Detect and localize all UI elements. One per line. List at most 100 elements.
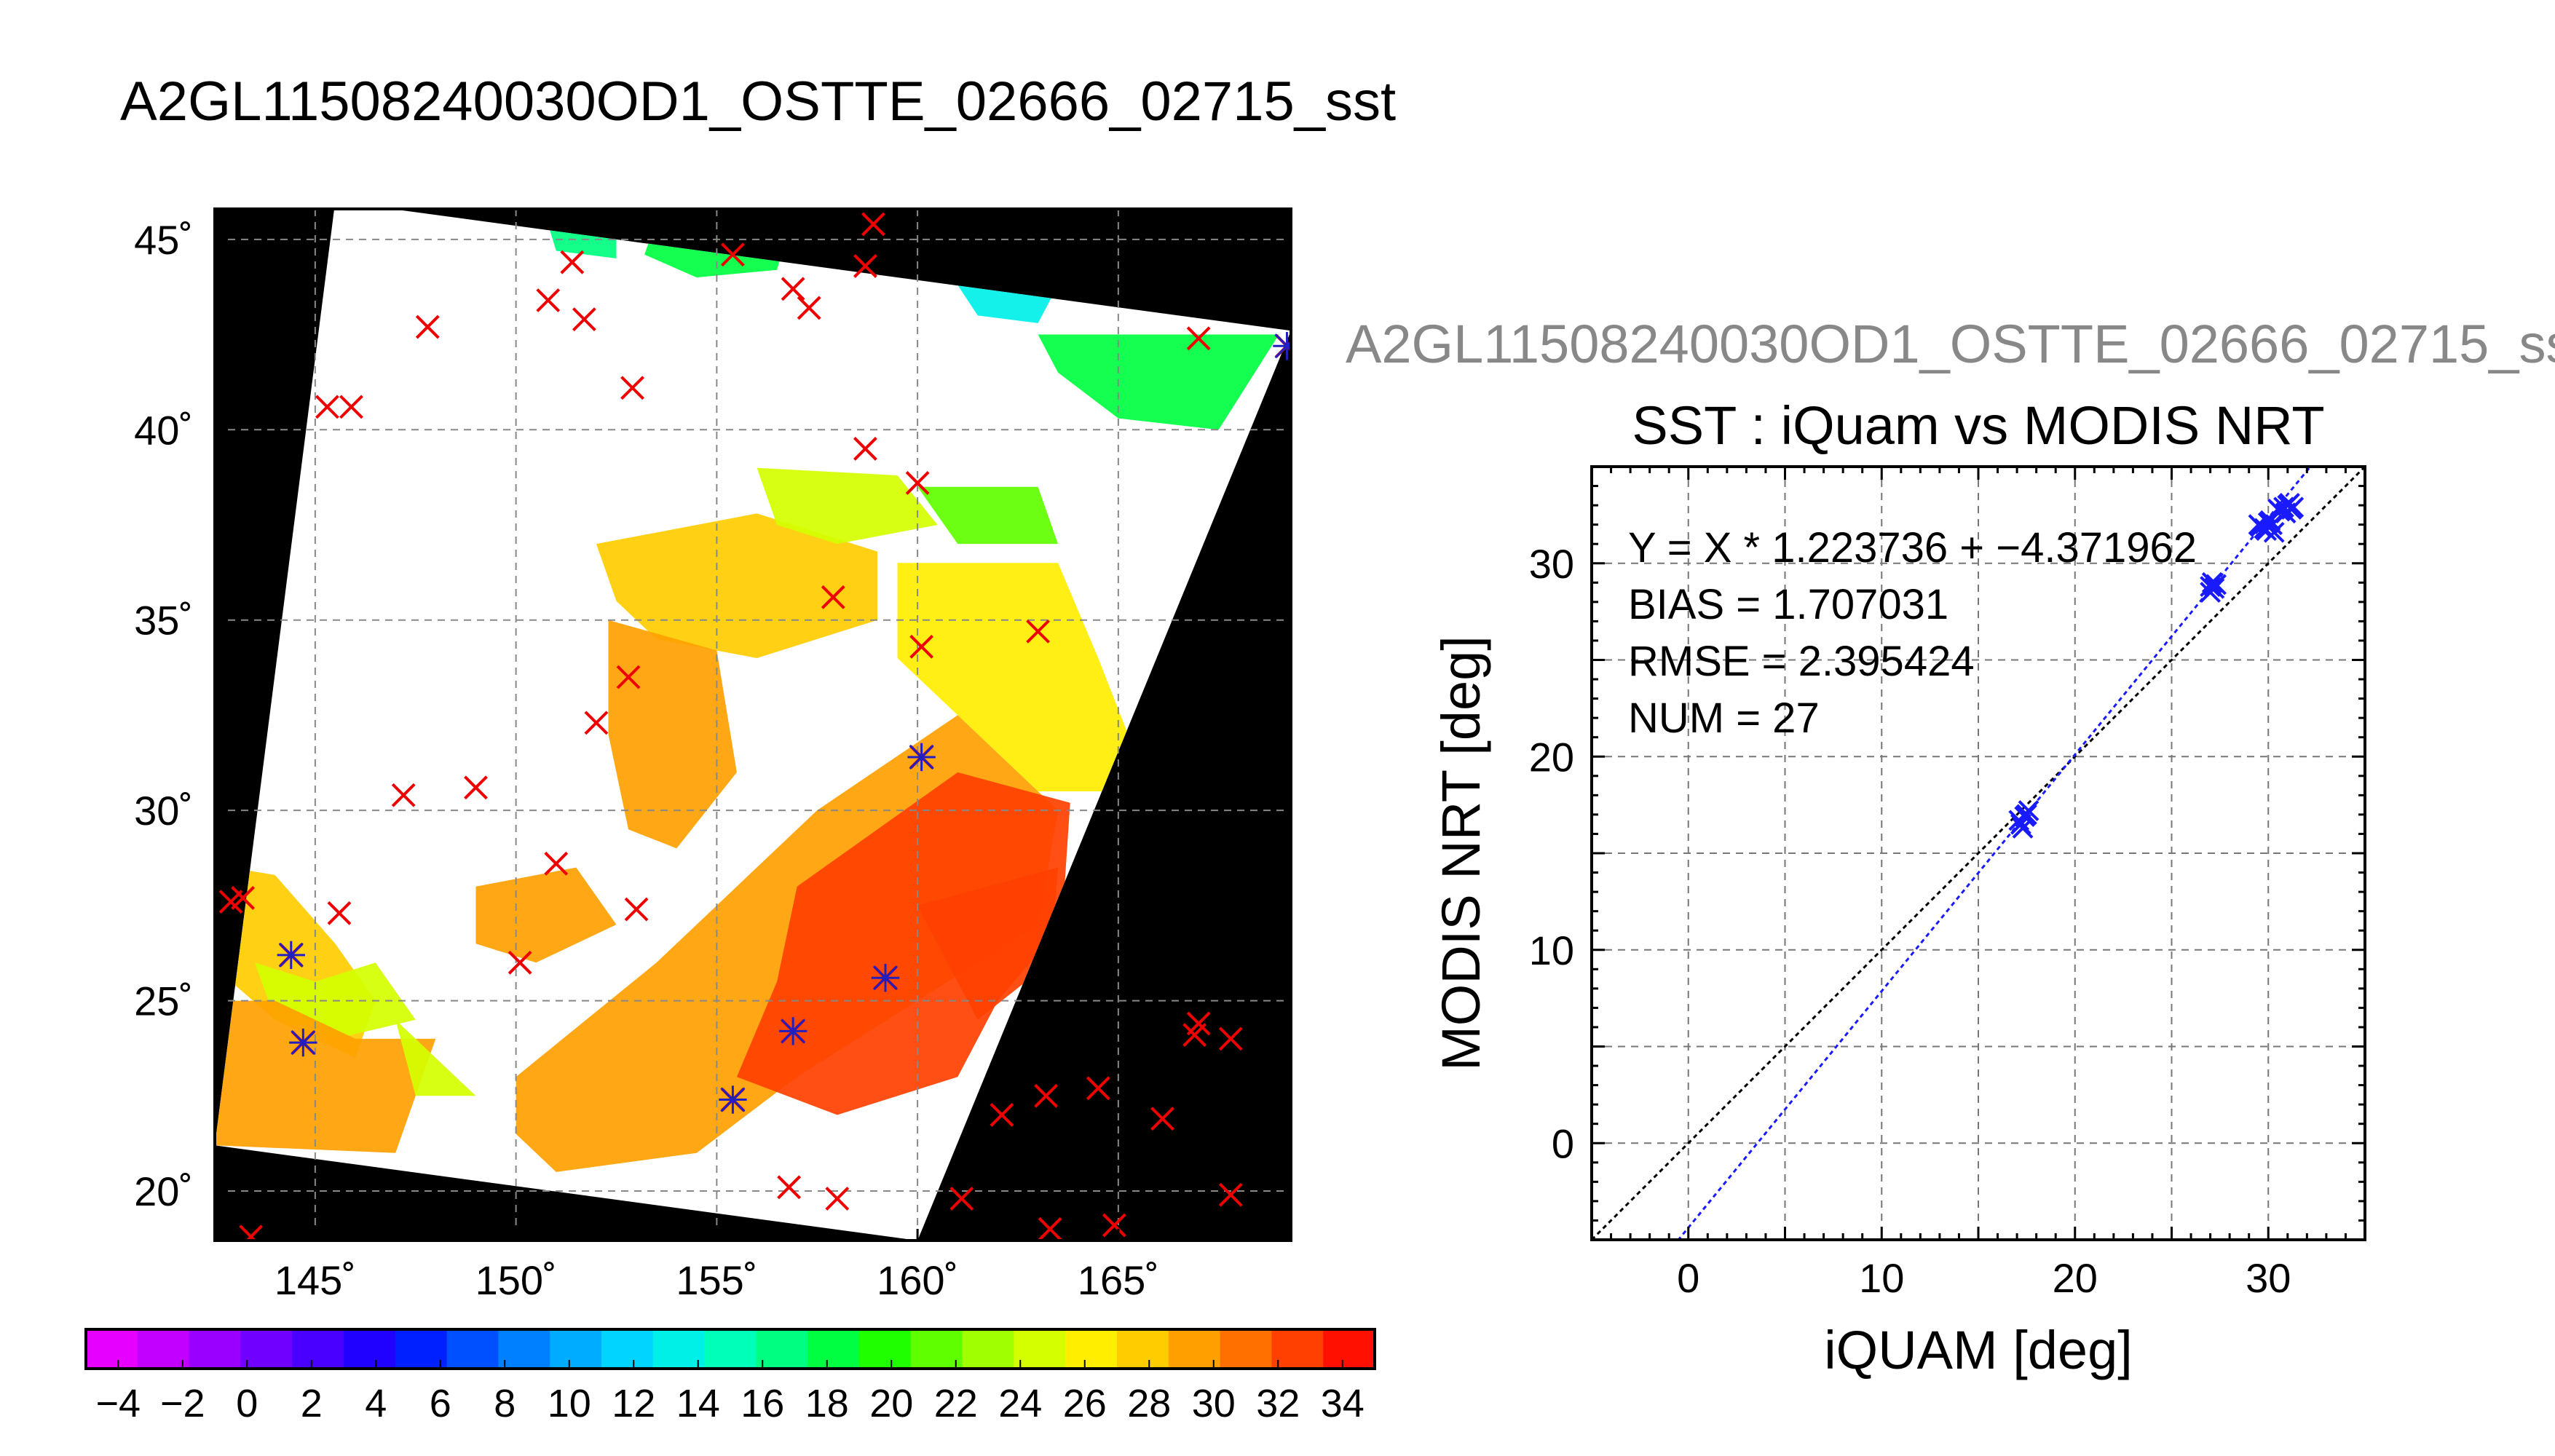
colorbar-segment — [1271, 1329, 1324, 1369]
sst-region — [917, 486, 1059, 545]
colorbar-tick-label: 0 — [236, 1382, 258, 1425]
red-station-marker — [1150, 1107, 1174, 1131]
blue-station-marker — [871, 964, 900, 992]
sst-region — [897, 563, 1150, 791]
scatter-ticks: 0 10 20 30 0 10 20 30 — [1529, 465, 2366, 1301]
colorbar-tick-label: 22 — [934, 1382, 978, 1425]
marker-stroke — [821, 585, 845, 609]
marker-stroke — [327, 901, 352, 925]
colorbar-segment — [704, 1329, 757, 1369]
colorbar-segment — [1323, 1329, 1375, 1369]
colorbar-segment — [807, 1329, 860, 1369]
red-station-marker — [1026, 619, 1050, 644]
marker-stroke — [245, 1224, 264, 1241]
marker-stroke — [2008, 810, 2030, 831]
y-tick-label: 25˚ — [134, 978, 193, 1024]
red-station-marker — [544, 851, 569, 876]
sst-region — [736, 772, 1070, 1115]
colorbar-tick-label: 12 — [612, 1382, 655, 1425]
x-tick-label: 30 — [2246, 1255, 2291, 1301]
red-station-marker — [821, 585, 845, 609]
colorbar-tick-label: 26 — [1063, 1382, 1107, 1425]
marker-stroke — [853, 254, 877, 278]
red-station-marker — [949, 1187, 974, 1211]
x-tick-label: 10 — [1859, 1255, 1904, 1301]
sst-region — [917, 867, 1059, 1020]
marker-stroke — [905, 471, 930, 495]
colorbar-segment — [137, 1329, 190, 1369]
y-tick-label: 35˚ — [134, 598, 193, 644]
colorbar-segment — [86, 1329, 138, 1369]
colorbar-tick-label: 24 — [998, 1382, 1042, 1425]
red-station-marker — [560, 250, 585, 274]
marker-stroke — [2269, 500, 2291, 522]
colorbar-segment — [395, 1329, 448, 1369]
y-tick-label: 45˚ — [134, 217, 193, 263]
marker-stroke — [990, 1103, 1014, 1127]
y-tick-label: 40˚ — [134, 407, 193, 453]
red-station-marker — [239, 1224, 264, 1241]
fit-equation: Y = X * 1.223736 + −4.371962 — [1628, 524, 2197, 571]
marker-stroke — [1038, 1216, 1062, 1241]
y-tick-label: 10 — [1529, 927, 1574, 973]
sst-region — [1038, 334, 1279, 430]
scatter-x-label: iQUAM [deg] — [1824, 1320, 2133, 1380]
red-station-marker — [1218, 1026, 1243, 1051]
red-station-marker — [464, 775, 488, 800]
colorbar-tick-label: 32 — [1256, 1382, 1300, 1425]
x-tick-label: 20 — [2053, 1255, 2098, 1301]
blue-station-marker — [778, 1017, 807, 1045]
red-station-marker — [508, 950, 532, 975]
colorbar-segment — [498, 1329, 550, 1369]
red-station-marker — [853, 436, 877, 461]
red-station-marker — [905, 471, 930, 495]
scatter-y-label: MODIS NRT [deg] — [1431, 636, 1491, 1071]
sst-region — [215, 1000, 436, 1153]
red-station-marker — [825, 1187, 850, 1211]
marker-stroke — [1186, 326, 1211, 351]
marker-stroke — [415, 314, 440, 339]
colorbar-tick-label: 8 — [494, 1382, 516, 1425]
red-station-marker — [339, 395, 363, 419]
marker-stroke — [508, 950, 532, 975]
red-station-marker — [1086, 1076, 1110, 1101]
blue-station-marker — [277, 941, 305, 970]
fit-line — [1677, 467, 2312, 1240]
colorbar-segment — [962, 1329, 1014, 1369]
red-station-marker — [315, 395, 339, 419]
marker-stroke — [797, 296, 821, 320]
blue-station-marker — [907, 743, 936, 772]
map-grid — [215, 209, 1291, 1241]
colorbar-segment — [550, 1329, 602, 1369]
marker-stroke — [825, 1187, 850, 1211]
scatter-point — [2283, 496, 2305, 518]
red-station-marker — [391, 783, 416, 807]
red-station-marker — [721, 242, 745, 267]
colorbar-tick-label: 16 — [741, 1382, 784, 1425]
red-station-marker — [781, 277, 805, 301]
colorbar-tick-label: 30 — [1192, 1382, 1236, 1425]
colorbar-segment — [910, 1329, 963, 1369]
colorbar-ticks: −4 −2 0 2 4 6 8 10 12 14 16 18 20 22 24 26 28 30 32 34 — [95, 1360, 1365, 1425]
scatter-title: SST : iQuam vs MODIS NRT — [1632, 395, 2324, 456]
x-tick-label: 160˚ — [877, 1257, 958, 1303]
map-y-ticks: 20˚ 25˚ 30˚ 35˚ 40˚ 45˚ — [134, 217, 226, 1214]
colorbar-segment — [756, 1329, 808, 1369]
x-tick-label: 145˚ — [275, 1257, 356, 1303]
marker-stroke — [464, 775, 488, 800]
red-station-marker — [327, 901, 352, 925]
red-station-marker — [1038, 1216, 1062, 1241]
y-tick-label: 30˚ — [134, 788, 193, 834]
marker-stroke — [1086, 1076, 1110, 1101]
marker-stroke — [1034, 1083, 1059, 1108]
red-station-marker — [536, 288, 561, 312]
marker-stroke — [1026, 619, 1050, 644]
marker-stroke — [781, 277, 805, 301]
red-station-marker — [853, 254, 877, 278]
scatter-point — [2203, 577, 2225, 599]
sst-region — [596, 513, 877, 658]
red-station-marker — [1102, 1213, 1126, 1238]
marker-stroke — [1218, 1026, 1243, 1051]
sst-region — [475, 867, 617, 963]
y-tick-label: 20 — [1529, 734, 1574, 780]
